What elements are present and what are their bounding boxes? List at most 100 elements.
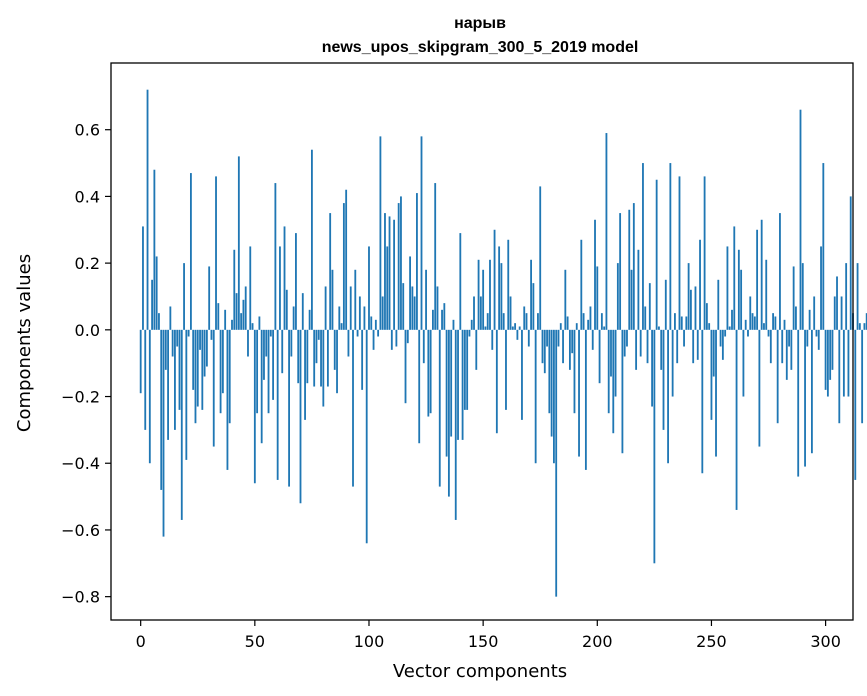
bar <box>717 279 720 330</box>
bar <box>379 136 382 330</box>
bar <box>436 286 439 330</box>
bar <box>381 296 384 330</box>
bar <box>760 219 763 330</box>
bar <box>591 329 594 350</box>
bar <box>447 329 450 497</box>
bar <box>667 329 669 464</box>
bar <box>785 329 788 380</box>
bar <box>767 329 770 337</box>
bar <box>747 329 749 337</box>
bar <box>731 309 733 330</box>
bar <box>413 296 416 330</box>
bar <box>845 263 848 330</box>
x-axis: 0 50 100 150 200 250 300 <box>136 620 841 651</box>
bar <box>365 329 368 544</box>
x-tick-label: 0 <box>136 632 146 651</box>
bar <box>235 293 238 330</box>
bar <box>742 329 745 397</box>
bar <box>304 329 306 420</box>
bar <box>185 329 188 460</box>
bar <box>368 246 370 330</box>
bar <box>329 213 332 330</box>
bar <box>557 329 560 347</box>
bar <box>626 329 628 347</box>
bar <box>505 329 507 410</box>
bar <box>653 329 656 564</box>
bar <box>338 306 341 330</box>
bar <box>247 329 249 357</box>
bar <box>240 313 243 330</box>
bar <box>402 283 405 330</box>
bar <box>765 259 768 330</box>
bar <box>779 213 781 330</box>
bar <box>272 329 275 400</box>
bar <box>769 329 772 364</box>
bar <box>249 246 252 330</box>
bar <box>219 329 222 414</box>
bar <box>518 326 521 330</box>
bar <box>550 329 553 437</box>
bar <box>836 276 838 330</box>
bar <box>171 329 174 357</box>
bar <box>491 329 494 350</box>
bar <box>306 329 309 384</box>
bar <box>525 313 528 330</box>
bar <box>507 239 510 330</box>
bar <box>297 329 300 384</box>
bar <box>180 329 183 520</box>
bar <box>692 329 695 364</box>
x-tick-label: 150 <box>468 632 499 651</box>
bar <box>578 329 580 457</box>
bar <box>301 293 304 330</box>
bar <box>493 229 496 330</box>
bar <box>566 316 569 330</box>
bar <box>863 323 866 330</box>
bar <box>260 329 263 444</box>
bar <box>253 329 256 484</box>
bar <box>274 183 277 330</box>
bar <box>810 329 813 454</box>
bar <box>347 329 350 357</box>
bar <box>194 329 197 424</box>
bar <box>587 319 590 330</box>
bar <box>484 326 487 330</box>
bar <box>205 329 208 367</box>
bar <box>854 329 857 480</box>
bar <box>155 256 158 330</box>
bar <box>409 256 411 330</box>
bar <box>452 319 455 330</box>
bar <box>422 329 425 364</box>
bar <box>763 323 765 330</box>
bar <box>233 249 236 330</box>
bar <box>715 329 717 457</box>
bar <box>406 329 409 344</box>
bar <box>559 323 562 330</box>
bar <box>457 329 459 440</box>
bar <box>189 173 192 330</box>
bar <box>420 136 423 330</box>
bar <box>685 316 688 330</box>
bar <box>404 329 407 404</box>
bar <box>256 329 259 414</box>
y-axis: −0.8 −0.6 −0.4 −0.2 0.0 0.2 0.4 0.6 <box>61 121 111 607</box>
bar <box>858 323 861 330</box>
bar <box>276 329 279 480</box>
bar <box>479 296 482 330</box>
bar <box>295 233 297 330</box>
bar <box>336 329 338 394</box>
bar <box>799 109 802 330</box>
bar <box>797 329 800 477</box>
bar <box>324 286 327 330</box>
bar <box>642 163 644 330</box>
bar <box>345 189 348 330</box>
bar <box>454 329 457 520</box>
bar <box>783 319 786 330</box>
bar <box>226 329 229 470</box>
bar <box>781 329 784 364</box>
bar <box>333 329 336 370</box>
bar <box>299 329 302 504</box>
bar <box>621 329 624 454</box>
bar <box>477 259 480 330</box>
bar <box>475 329 478 370</box>
bar <box>605 133 608 330</box>
